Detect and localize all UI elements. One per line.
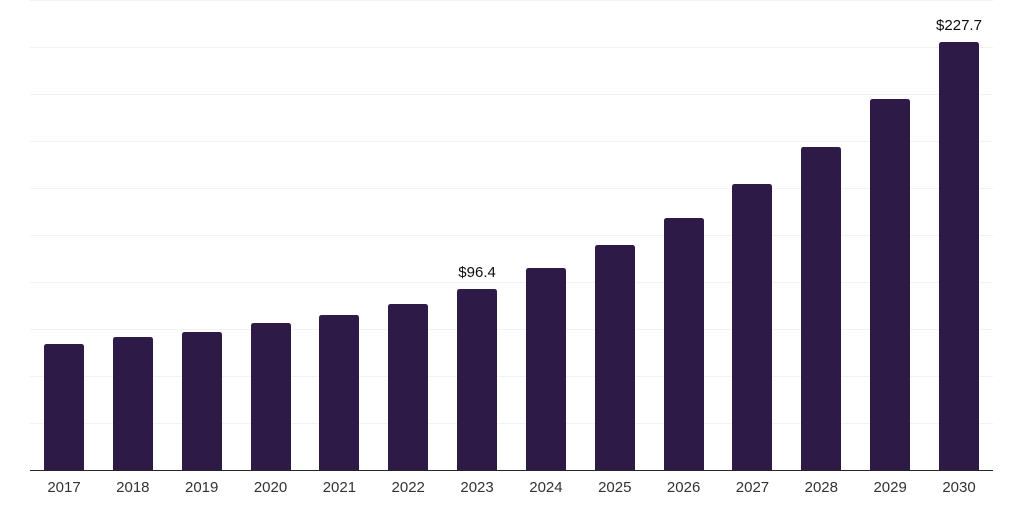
x-tick-2022: 2022 bbox=[391, 479, 425, 496]
bar-2025 bbox=[594, 244, 635, 470]
data-label-2023: $96.4 bbox=[458, 263, 496, 281]
bar-2027 bbox=[732, 184, 773, 470]
gridline bbox=[30, 282, 993, 283]
bar-2019 bbox=[181, 331, 222, 470]
gridline bbox=[30, 94, 993, 95]
x-tick-2030: 2030 bbox=[942, 479, 976, 496]
bar-2029 bbox=[870, 99, 911, 470]
data-label-2030: $227.7 bbox=[936, 16, 982, 34]
bar-2022 bbox=[388, 304, 429, 470]
bar-2024 bbox=[525, 268, 566, 470]
x-tick-2024: 2024 bbox=[529, 479, 563, 496]
x-tick-2023: 2023 bbox=[460, 479, 494, 496]
plot-area: $96.4 $227.7 bbox=[30, 0, 993, 471]
bar-2020 bbox=[250, 323, 291, 470]
bar-2026 bbox=[663, 217, 704, 470]
bar-2017 bbox=[44, 344, 84, 470]
x-tick-2026: 2026 bbox=[666, 479, 701, 496]
x-tick-2019: 2019 bbox=[185, 479, 219, 496]
bar-2023 bbox=[457, 288, 498, 470]
x-tick-2020: 2020 bbox=[253, 479, 288, 496]
bar-2021 bbox=[319, 314, 360, 470]
gridline bbox=[30, 188, 993, 189]
bar-2030 bbox=[939, 41, 979, 470]
gridline bbox=[30, 141, 993, 142]
gridline bbox=[30, 47, 993, 48]
x-tick-2028: 2028 bbox=[804, 479, 838, 496]
x-tick-2027: 2027 bbox=[735, 479, 770, 496]
gridline bbox=[30, 235, 993, 236]
x-tick-2025: 2025 bbox=[598, 479, 632, 496]
x-tick-2029: 2029 bbox=[873, 479, 907, 496]
x-tick-2017: 2017 bbox=[47, 479, 81, 496]
x-axis-line bbox=[30, 470, 993, 471]
x-axis: 2017 2018 2019 2020 2021 2022 2023 2024 2025 2026… bbox=[30, 479, 993, 503]
bar-2018 bbox=[112, 337, 153, 470]
gridline bbox=[30, 329, 993, 330]
x-tick-2018: 2018 bbox=[116, 479, 150, 496]
bar-2028 bbox=[801, 146, 842, 470]
gridline bbox=[30, 423, 993, 424]
x-tick-2021: 2021 bbox=[322, 479, 357, 496]
gridline bbox=[30, 0, 993, 1]
gridline bbox=[30, 376, 993, 377]
